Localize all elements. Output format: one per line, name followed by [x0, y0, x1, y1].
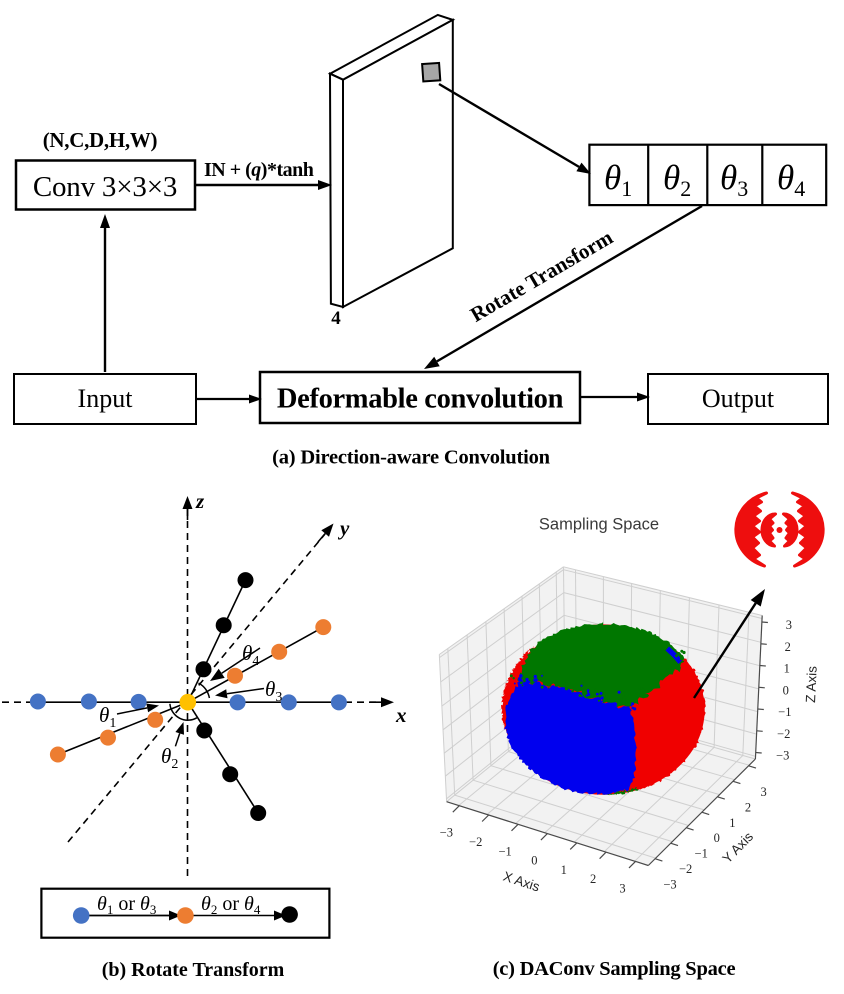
svg-text:θ4: θ4: [777, 158, 805, 201]
svg-text:(a) Direction-aware Convolutio: (a) Direction-aware Convolution: [272, 447, 551, 469]
svg-text:θ2: θ2: [663, 158, 691, 201]
svg-text:−2: −2: [679, 862, 692, 876]
svg-text:0: 0: [531, 854, 537, 868]
svg-text:4: 4: [331, 308, 341, 329]
svg-text:y: y: [337, 516, 350, 540]
svg-text:θ2: θ2: [161, 744, 178, 772]
svg-text:2: 2: [785, 640, 791, 654]
svg-text:(c) DAConv Sampling Space: (c) DAConv Sampling Space: [493, 958, 736, 980]
svg-text:θ1 or θ3: θ1 or θ3: [97, 893, 156, 917]
svg-text:3: 3: [760, 785, 766, 799]
svg-text:x: x: [395, 703, 407, 727]
svg-text:0: 0: [783, 683, 789, 697]
svg-text:θ1: θ1: [604, 158, 632, 201]
svg-text:2: 2: [745, 800, 751, 814]
svg-text:(b) Rotate Transform: (b) Rotate Transform: [102, 959, 285, 981]
svg-text:−3: −3: [776, 749, 789, 763]
svg-text:1: 1: [784, 662, 790, 676]
svg-text:IN + (q)*tanh: IN + (q)*tanh: [204, 159, 314, 181]
svg-text:Y Axis: Y Axis: [719, 829, 756, 866]
svg-text:3: 3: [786, 618, 792, 632]
svg-text:1: 1: [561, 863, 567, 877]
svg-text:Deformable convolution: Deformable convolution: [277, 384, 564, 415]
svg-text:−3: −3: [440, 826, 453, 840]
svg-text:Input: Input: [78, 384, 134, 413]
svg-text:−2: −2: [777, 727, 790, 741]
svg-text:θ1: θ1: [99, 703, 116, 731]
svg-text:2: 2: [590, 872, 596, 886]
svg-text:−3: −3: [663, 878, 676, 892]
svg-text:θ3: θ3: [265, 677, 282, 705]
svg-text:θ3: θ3: [720, 158, 748, 201]
svg-text:Output: Output: [702, 384, 775, 413]
svg-text:Conv 3×3×3: Conv 3×3×3: [33, 171, 177, 203]
svg-text:−1: −1: [498, 844, 511, 858]
svg-text:−1: −1: [695, 847, 708, 861]
svg-text:Sampling Space: Sampling Space: [539, 516, 659, 534]
svg-text:1: 1: [729, 816, 735, 830]
svg-text:0: 0: [714, 831, 720, 845]
svg-text:Z Axis: Z Axis: [803, 665, 820, 703]
svg-text:X Axis: X Axis: [501, 869, 542, 895]
svg-text:−1: −1: [778, 705, 791, 719]
svg-text:−2: −2: [469, 835, 482, 849]
svg-text:θ2 or θ4: θ2 or θ4: [201, 893, 261, 917]
svg-text:(N,C,D,H,W): (N,C,D,H,W): [43, 128, 158, 152]
svg-text:3: 3: [619, 881, 625, 895]
svg-text:Rotate Transform: Rotate Transform: [466, 225, 617, 327]
svg-text:z: z: [195, 489, 205, 513]
